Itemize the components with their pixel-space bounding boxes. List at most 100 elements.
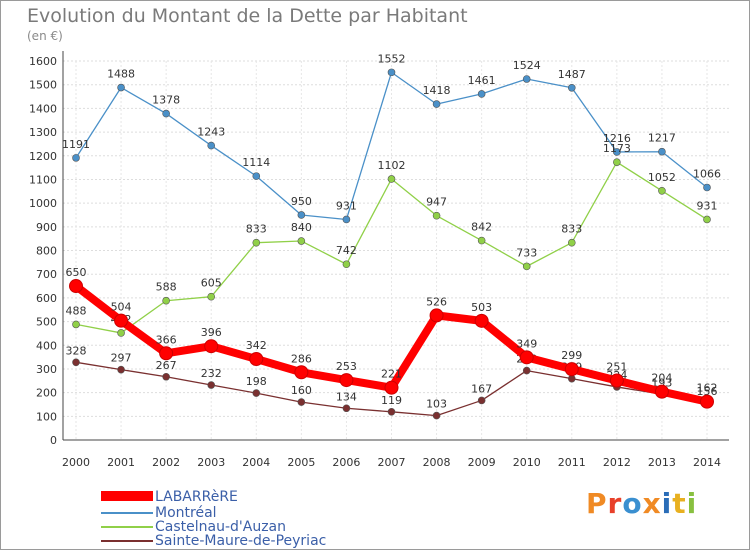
logo-letter: x: [642, 487, 662, 520]
data-label: 103: [426, 398, 447, 411]
data-point: [432, 100, 441, 108]
data-point: [117, 329, 125, 337]
x-tick-label: 2009: [468, 456, 496, 469]
data-point: [654, 384, 669, 399]
data-point: [567, 374, 576, 383]
data-label: 840: [291, 221, 312, 234]
data-label: 193: [651, 376, 672, 389]
data-point: [387, 68, 396, 77]
data-label: 1191: [62, 138, 90, 151]
data-point: [477, 90, 486, 98]
x-tick-label: 2006: [332, 456, 360, 469]
x-tick-label: 2000: [62, 456, 90, 469]
logo-letter: i: [686, 487, 698, 520]
data-label: 204: [651, 372, 672, 385]
data-label: 1487: [558, 68, 586, 81]
y-tick-label: 500: [36, 316, 57, 329]
data-point: [342, 404, 351, 413]
data-label: 1066: [693, 167, 721, 180]
x-tick-label: 2001: [107, 456, 135, 469]
logo-letter: r: [607, 487, 623, 520]
y-tick-label: 0: [50, 434, 57, 447]
data-label: 297: [111, 352, 132, 365]
data-point: [159, 346, 174, 361]
x-tick-label: 2013: [648, 456, 676, 469]
data-point: [567, 238, 576, 247]
logo-letter: t: [672, 487, 687, 520]
y-tick-label: 700: [36, 268, 57, 281]
data-point: [700, 394, 714, 409]
data-point: [477, 236, 486, 245]
logo-letter: o: [622, 487, 643, 520]
data-label: 232: [201, 367, 222, 380]
data-point: [703, 215, 711, 224]
x-tick-label: 2002: [152, 456, 180, 469]
data-point: [703, 183, 711, 192]
data-label: 504: [111, 301, 132, 314]
legend-label: LABARRèRE: [155, 489, 238, 505]
data-label: 931: [336, 199, 357, 212]
data-point: [474, 313, 489, 328]
data-point: [387, 175, 396, 183]
data-point: [429, 308, 444, 323]
data-point: [613, 148, 621, 156]
y-tick-label: 200: [36, 387, 57, 400]
data-point: [522, 262, 531, 271]
data-point: [339, 373, 354, 388]
data-point: [477, 396, 486, 405]
data-point: [613, 158, 621, 166]
y-tick-label: 400: [36, 339, 57, 352]
data-label: 1243: [197, 126, 225, 139]
data-point: [162, 109, 170, 118]
data-point: [297, 211, 306, 219]
data-label: 160: [291, 384, 312, 397]
data-label: 1217: [648, 132, 676, 145]
data-label: 349: [516, 337, 537, 350]
data-point: [117, 365, 125, 374]
data-label: 488: [66, 304, 87, 317]
data-point: [564, 362, 579, 377]
legend-swatch: [101, 526, 153, 528]
y-tick-label: 1100: [29, 173, 57, 186]
data-label: 950: [291, 195, 312, 208]
data-point: [249, 351, 264, 366]
data-point: [342, 260, 351, 269]
proxiti-logo: Proxiti: [586, 487, 697, 520]
series-line-2: [75, 161, 708, 334]
legend-label: Sainte-Maure-de-Peyriac: [155, 533, 327, 549]
data-point: [432, 411, 441, 420]
data-point: [658, 147, 666, 156]
data-label: 1052: [648, 171, 676, 184]
y-tick-label: 300: [36, 363, 57, 376]
data-point: [204, 339, 219, 354]
chart-title: Evolution du Montant de la Dette par Hab…: [27, 5, 468, 27]
data-label: 1216: [603, 132, 631, 145]
legend-label: Castelnau-d'Auzan: [155, 519, 287, 535]
data-label: 267: [156, 359, 177, 372]
data-label: 328: [66, 344, 87, 357]
data-point: [117, 83, 125, 92]
data-point: [522, 366, 531, 375]
data-point: [522, 75, 531, 83]
data-label: 162: [697, 382, 718, 395]
data-label: 119: [381, 394, 402, 407]
y-tick-label: 100: [36, 410, 57, 423]
data-point: [567, 83, 576, 92]
x-tick-label: 2014: [693, 456, 721, 469]
data-point: [114, 313, 129, 328]
data-point: [207, 141, 216, 150]
data-label: 1524: [513, 59, 541, 72]
data-label: 1418: [423, 84, 451, 97]
data-label: 1488: [107, 68, 135, 81]
data-label: 342: [246, 339, 267, 352]
data-point: [519, 350, 534, 365]
logo-letter: P: [586, 487, 608, 520]
data-point: [72, 154, 80, 162]
x-tick-label: 2004: [242, 456, 270, 469]
data-point: [387, 408, 396, 416]
data-label: 650: [66, 266, 87, 279]
y-tick-label: 1500: [29, 79, 57, 92]
legend-label: Montréal: [155, 505, 217, 521]
data-label: 1114: [242, 156, 270, 169]
data-label: 833: [246, 223, 267, 236]
